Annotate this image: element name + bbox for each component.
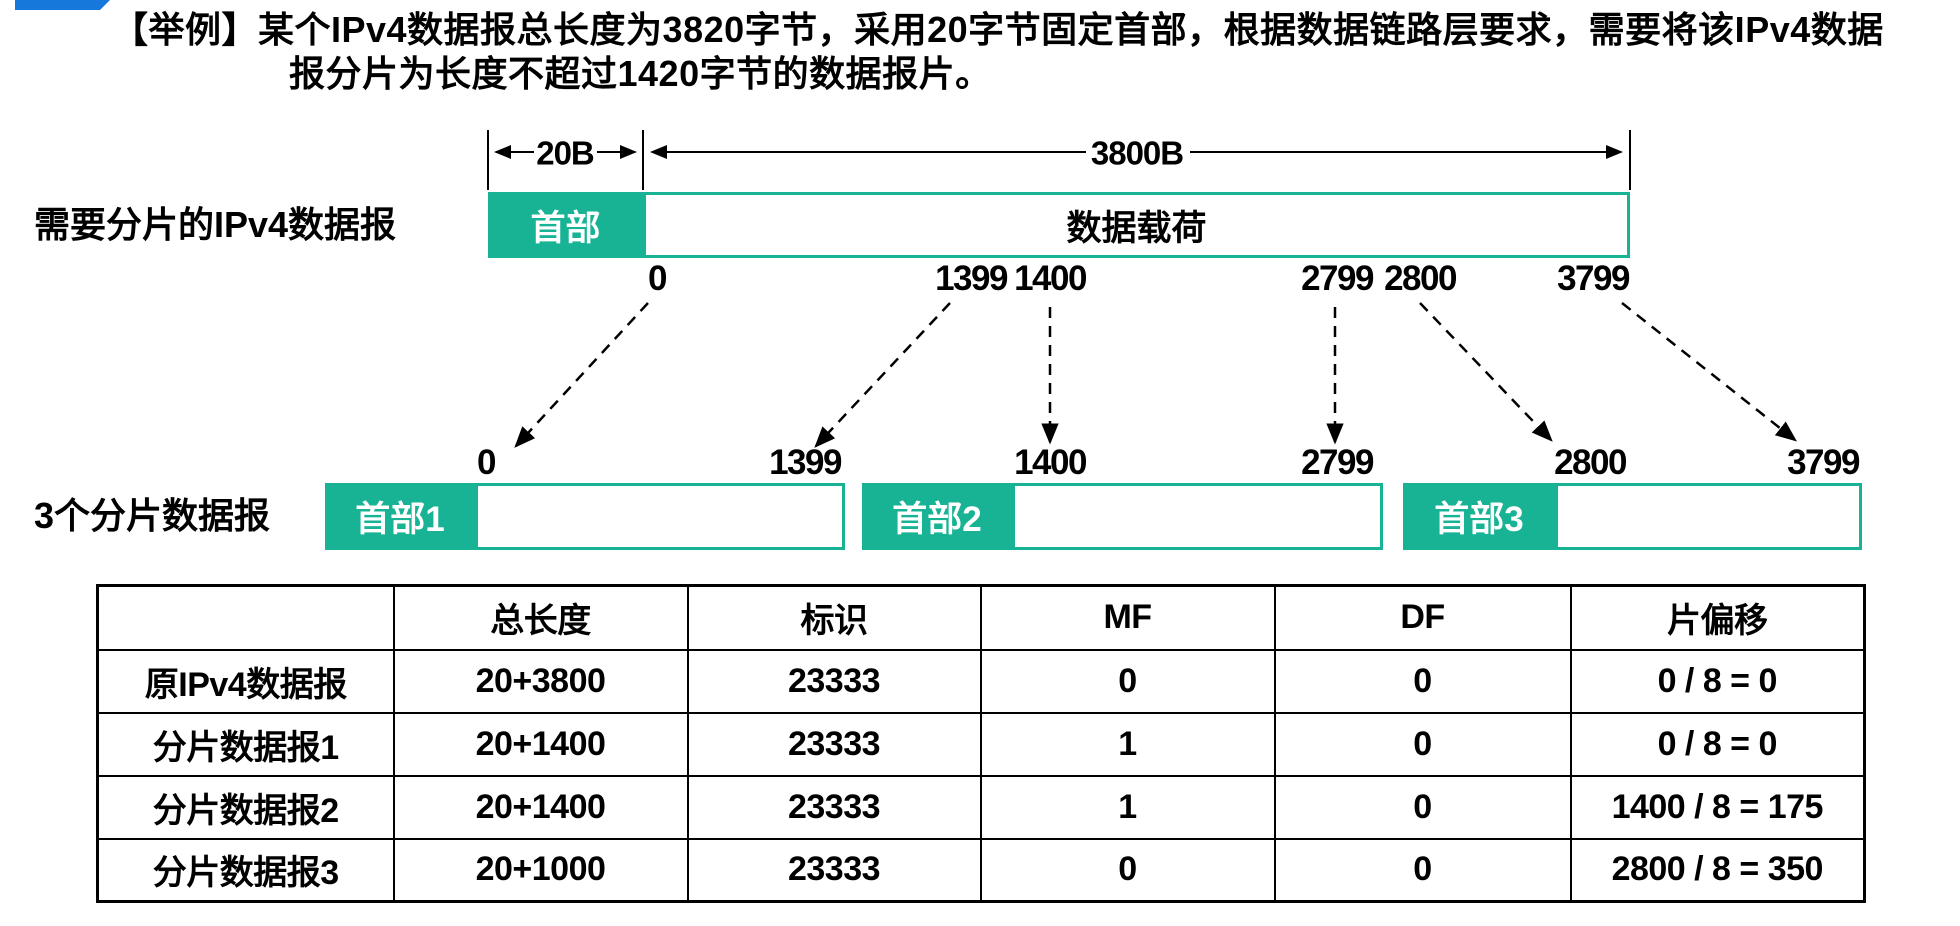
byte-mark-frag3-end: 3799 (1787, 443, 1860, 482)
byte-mark-frag1-start: 0 (477, 443, 496, 482)
cell-id: 23333 (686, 711, 982, 777)
byte-mark-frag2-start: 1400 (1014, 443, 1087, 482)
dashed-arrow-2800 (1419, 302, 1553, 442)
cell-mf: 1 (979, 711, 1276, 777)
cell-df: 0 (1273, 837, 1572, 903)
byte-mark-frag2-end: 2799 (1301, 443, 1374, 482)
cell-mf: 1 (979, 774, 1276, 840)
fragment3-payload-box (1555, 483, 1862, 550)
table-row-fragment2: 分片数据报2 20+1400 23333 1 0 1400 / 8 = 175 (96, 774, 1866, 840)
byte-mark-top-2800: 2800 (1384, 259, 1457, 298)
cell-offset: 0 / 8 = 0 (1569, 648, 1866, 714)
dashed-arrow-0 (514, 302, 649, 448)
byte-mark-top-0: 0 (648, 259, 667, 298)
byte-mark-frag1-end: 1399 (769, 443, 842, 482)
cell-df: 0 (1273, 648, 1572, 714)
cell-offset: 2800 / 8 = 350 (1569, 837, 1866, 903)
original-datagram-label: 需要分片的IPv4数据报 (34, 204, 397, 245)
fragments-label: 3个分片数据报 (34, 495, 271, 536)
row-label: 原IPv4数据报 (96, 648, 395, 714)
cell-length: 20+1000 (392, 837, 689, 903)
fragment3-header-box: 首部3 (1403, 483, 1555, 550)
fragment2-header-box: 首部2 (862, 483, 1012, 550)
row-label: 分片数据报3 (96, 837, 395, 903)
dashed-arrow-3799 (1621, 302, 1797, 442)
cell-mf: 0 (979, 648, 1276, 714)
table-row-fragment1: 分片数据报1 20+1400 23333 1 0 0 / 8 = 0 (96, 711, 1866, 777)
table-header-id: 标识 (686, 584, 982, 651)
problem-statement-line1: 【举例】某个IPv4数据报总长度为3820字节，采用20字节固定首部，根据数据链… (112, 9, 1884, 50)
byte-mark-top-2799: 2799 (1301, 259, 1374, 298)
original-header-box: 首部 (488, 192, 643, 258)
payload-size-label: 3800B (1090, 134, 1184, 172)
header-size-label: 20B (536, 134, 595, 172)
cell-id: 23333 (686, 648, 982, 714)
fragment1-payload-box (475, 483, 845, 550)
table-row-original: 原IPv4数据报 20+3800 23333 0 0 0 / 8 = 0 (96, 648, 1866, 714)
table-header-mf: MF (979, 584, 1276, 651)
cell-length: 20+3800 (392, 648, 689, 714)
cell-df: 0 (1273, 711, 1572, 777)
problem-statement-line2: 报分片为长度不超过1420字节的数据报片。 (289, 53, 992, 94)
byte-mark-top-1400: 1400 (1014, 259, 1087, 298)
cell-length: 20+1400 (392, 711, 689, 777)
byte-mark-top-1399: 1399 (935, 259, 1008, 298)
table-header-total-length: 总长度 (392, 584, 689, 651)
fragmentation-table: 总长度 标识 MF DF 片偏移 原IPv4数据报 20+3800 23333 … (96, 584, 1866, 903)
dashed-arrow-1399 (814, 302, 951, 448)
table-header-offset: 片偏移 (1569, 584, 1866, 651)
cell-offset: 0 / 8 = 0 (1569, 711, 1866, 777)
original-payload-box: 数据载荷 (643, 192, 1630, 258)
byte-mark-top-3799: 3799 (1557, 259, 1630, 298)
table-header-df: DF (1273, 584, 1572, 651)
table-row-fragment3: 分片数据报3 20+1000 23333 0 0 2800 / 8 = 350 (96, 837, 1866, 903)
cell-id: 23333 (686, 774, 982, 840)
slide-corner-decoration (15, 0, 110, 10)
row-label: 分片数据报1 (96, 711, 395, 777)
cell-df: 0 (1273, 774, 1572, 840)
table-header-row: 总长度 标识 MF DF 片偏移 (96, 584, 1866, 651)
fragment1-header-box: 首部1 (325, 483, 475, 550)
cell-offset: 1400 / 8 = 175 (1569, 774, 1866, 840)
row-label: 分片数据报2 (96, 774, 395, 840)
cell-mf: 0 (979, 837, 1276, 903)
fragment2-payload-box (1012, 483, 1383, 550)
table-header-blank (96, 584, 395, 651)
cell-id: 23333 (686, 837, 982, 903)
byte-mark-frag3-start: 2800 (1554, 443, 1627, 482)
cell-length: 20+1400 (392, 774, 689, 840)
